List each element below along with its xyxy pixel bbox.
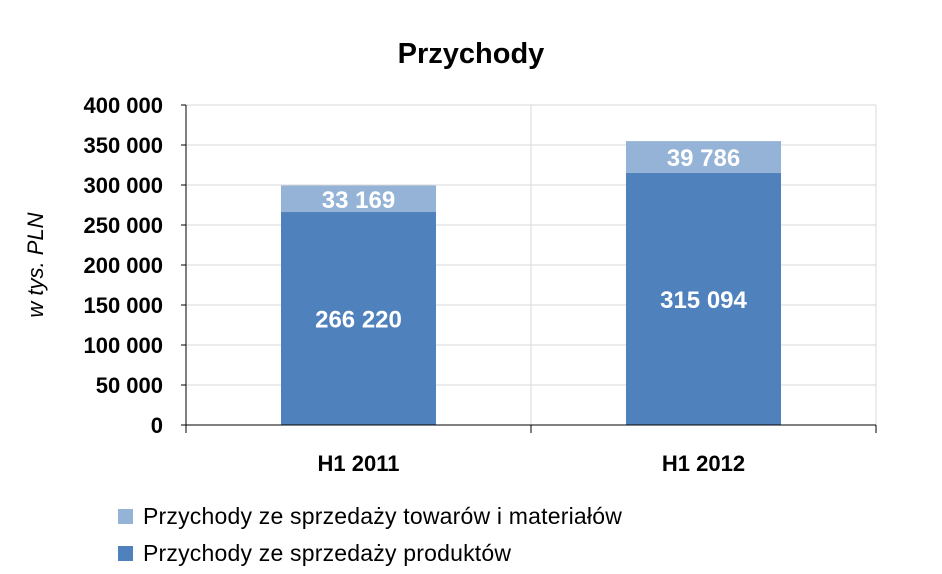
bar-produkty-1 (626, 172, 781, 425)
y-tick-label: 300 000 (83, 173, 163, 198)
y-tick-label: 400 000 (83, 93, 163, 118)
data-label-towary-1: 39 786 (667, 145, 740, 172)
legend-item-produkty: Przychody ze sprzedaży produktów (118, 535, 622, 572)
legend-swatch-towary (118, 509, 133, 524)
x-tick-label: H1 2012 (662, 451, 745, 476)
bar-towary-1 (626, 141, 781, 173)
y-tick-label: 150 000 (83, 293, 163, 318)
y-tick-label: 0 (151, 413, 163, 438)
y-tick-label: 50 000 (96, 373, 163, 398)
y-tick-label: 100 000 (83, 333, 163, 358)
bar-produkty-0 (281, 212, 436, 425)
data-label-produkty-1: 315 094 (660, 287, 747, 314)
data-label-towary-0: 33 169 (322, 187, 395, 214)
chart-title: Przychody (398, 38, 545, 70)
y-tick-label: 350 000 (83, 133, 163, 158)
x-tick-label: H1 2011 (318, 451, 400, 476)
y-tick-label: 250 000 (83, 213, 163, 238)
legend: Przychody ze sprzedaży towarów i materia… (118, 498, 622, 572)
legend-label-towary: Przychody ze sprzedaży towarów i materia… (143, 503, 622, 529)
bar-towary-0 (281, 185, 436, 213)
legend-item-towary: Przychody ze sprzedaży towarów i materia… (118, 498, 622, 535)
y-tick-label: 200 000 (83, 253, 163, 278)
data-label-produkty-0: 266 220 (315, 307, 402, 334)
legend-label-produkty: Przychody ze sprzedaży produktów (143, 540, 512, 566)
legend-swatch-produkty (118, 546, 133, 561)
y-axis-label: w tys. PLN (23, 212, 48, 317)
